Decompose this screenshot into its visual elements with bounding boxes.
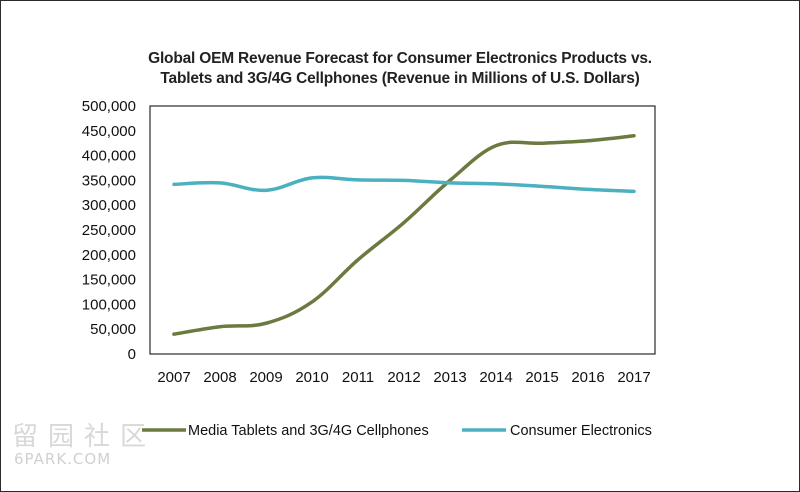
x-axis-ticks: 2007 2008 2009 2010 2011 2012 2013 2014 2015 2016…: [157, 369, 650, 386]
legend-label: Media Tablets and 3G/4G Cellphones: [188, 423, 429, 439]
y-tick-label: 350,000: [82, 172, 136, 189]
y-tick-label: 500,000: [82, 98, 136, 115]
y-tick-label: 400,000: [82, 148, 136, 165]
y-tick-label: 450,000: [82, 123, 136, 140]
chart-title-line-2: Tablets and 3G/4G Cellphones (Revenue in…: [160, 70, 640, 87]
y-tick-label: 200,000: [82, 247, 136, 264]
x-tick-label: 2015: [525, 369, 558, 386]
y-axis-ticks: 0 50,000 100,000 150,000 200,000 250,000 300,0…: [82, 98, 136, 363]
y-tick-label: 50,000: [90, 321, 136, 338]
x-tick-label: 2008: [203, 369, 236, 386]
legend: Media Tablets and 3G/4G Cellphones Consum…: [142, 423, 652, 439]
chart-title-line-1: Global OEM Revenue Forecast for Consumer…: [148, 50, 652, 67]
y-tick-label: 0: [128, 346, 136, 363]
y-tick-label: 150,000: [82, 272, 136, 289]
x-tick-label: 2017: [617, 369, 650, 386]
watermark-cjk: 留园社区: [12, 422, 157, 452]
x-tick-label: 2009: [249, 369, 282, 386]
x-tick-label: 2007: [157, 369, 190, 386]
x-tick-label: 2016: [571, 369, 604, 386]
x-tick-label: 2013: [433, 369, 466, 386]
series-line-consumer-electronics: [172, 175, 636, 194]
series-lines: [172, 134, 636, 336]
x-tick-label: 2012: [387, 369, 420, 386]
x-tick-label: 2010: [295, 369, 328, 386]
x-tick-label: 2014: [479, 369, 512, 386]
x-tick-label: 2011: [342, 369, 374, 386]
watermark-url: 6PARK.COM: [14, 450, 112, 468]
y-tick-label: 100,000: [82, 296, 136, 313]
plot-area: [149, 105, 656, 355]
series-line-media-tablets-cellphones: [172, 134, 636, 336]
y-tick-label: 300,000: [82, 197, 136, 214]
legend-label: Consumer Electronics: [510, 423, 652, 439]
y-tick-label: 250,000: [82, 222, 136, 239]
